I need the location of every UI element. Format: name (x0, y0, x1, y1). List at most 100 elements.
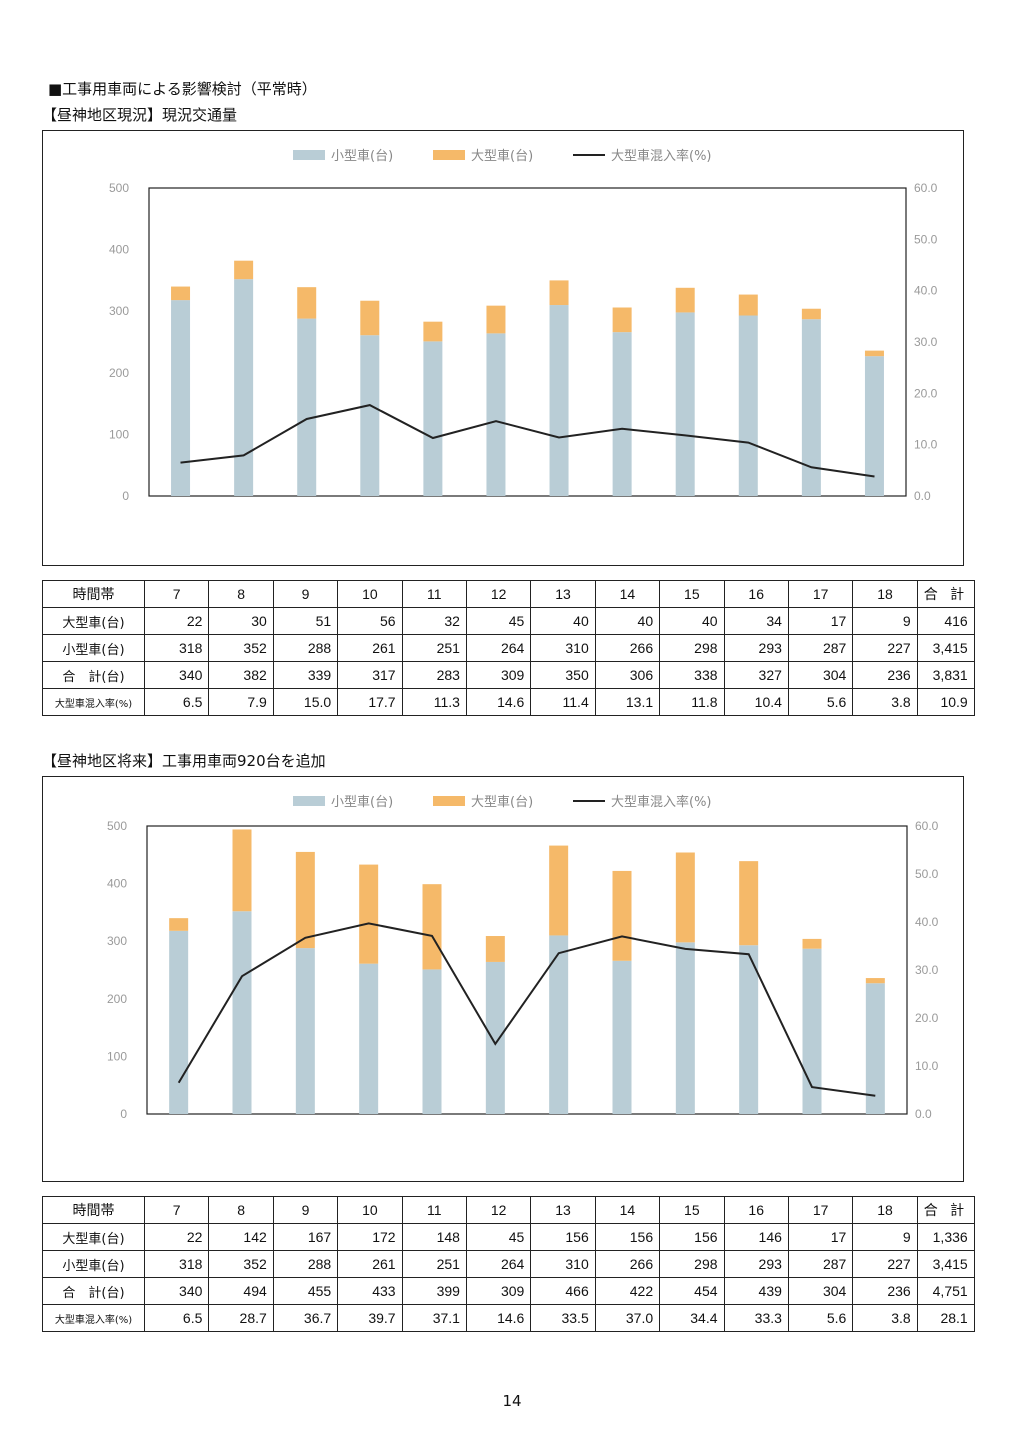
table-cell: 148 (401, 1223, 467, 1251)
table-cell: 11.3 (401, 688, 467, 716)
header-cell: 9 (272, 580, 339, 608)
header-cell: 13 (530, 1196, 596, 1224)
table-cell: 306 (594, 661, 661, 689)
y-tick-label: 400 (109, 243, 129, 257)
table-cell: 293 (723, 1250, 789, 1278)
y2-tick-label: 20.0 (914, 386, 938, 400)
section1-heading: 【昼神地区現況】現況交通量 (42, 106, 238, 124)
table-cell: 142 (208, 1223, 274, 1251)
table-cell: 309 (465, 661, 532, 689)
table-cell: 288 (272, 634, 339, 662)
table-cell: 422 (594, 1277, 661, 1305)
table-cell: 455 (272, 1277, 339, 1305)
row-label: 大型車(台) (42, 1223, 145, 1251)
header-cell: 合 計 (916, 580, 975, 608)
header-cell: 18 (852, 1196, 918, 1224)
table-cell: 37.1 (401, 1304, 467, 1332)
bar-large (360, 300, 380, 336)
table-cell: 382 (208, 661, 274, 689)
table-cell: 340 (143, 661, 210, 689)
bar-large (675, 852, 695, 943)
header-cell: 10 (337, 1196, 403, 1224)
bar-small (360, 335, 380, 496)
table-cell: 433 (337, 1277, 403, 1305)
bar-large (486, 305, 506, 334)
table-cell: 9 (852, 607, 918, 635)
y2-tick-label: 40.0 (915, 915, 939, 929)
bar-large (864, 350, 884, 357)
y2-tick-label: 60.0 (914, 181, 938, 195)
chart-current: 小型車(台) 大型車(台) 大型車混入率(%) 0 100 200 300 400 500 0.0… (42, 130, 964, 566)
bar-large (549, 280, 569, 306)
bar-small (675, 312, 695, 496)
row-label: 小型車(台) (42, 634, 145, 662)
table-row: 大型車(台) 22 30 51 56 32 45 40 40 40 34 17 9 416 (42, 607, 975, 635)
y2-tick-label: 10.0 (914, 438, 938, 452)
table-cell: 45 (465, 607, 532, 635)
table-cell: 310 (530, 634, 596, 662)
table-cell: 45 (465, 1223, 532, 1251)
legend-swatch-small (293, 150, 325, 160)
header-cell: 15 (659, 580, 725, 608)
table-cell: 5.6 (787, 688, 854, 716)
y2-tick-label: 50.0 (914, 232, 938, 246)
table-cell: 318 (143, 1250, 210, 1278)
legend-label-line: 大型車混入率(%) (611, 148, 712, 164)
table-cell: 287 (787, 1250, 854, 1278)
y-tick-label: 300 (107, 934, 127, 948)
plot-area (148, 187, 907, 497)
table-cell: 261 (337, 1250, 403, 1278)
table-cell: 156 (659, 1223, 725, 1251)
table-cell: 3,831 (916, 661, 975, 689)
table-cell: 352 (208, 634, 274, 662)
table-cell: 6.5 (143, 688, 210, 716)
bar-small (232, 911, 252, 1114)
legend-label-small: 小型車(台) (331, 795, 393, 810)
header-cell: 17 (787, 580, 854, 608)
table-cell: 156 (530, 1223, 596, 1251)
table-cell: 227 (852, 634, 918, 662)
bar-large (422, 884, 442, 970)
header-cell: 7 (143, 1196, 210, 1224)
header-cell: 9 (272, 1196, 339, 1224)
y2-tick-label: 40.0 (914, 284, 938, 298)
table-cell: 3,415 (916, 634, 975, 662)
table-cell: 309 (465, 1277, 532, 1305)
table-cell: 22 (143, 1223, 210, 1251)
table-cell: 10.9 (916, 688, 975, 716)
table-cell: 350 (530, 661, 596, 689)
bar-small (738, 315, 758, 496)
table-cell: 156 (594, 1223, 661, 1251)
bar-large (234, 260, 254, 280)
legend-label-line: 大型車混入率(%) (611, 794, 712, 810)
y-tick-label: 400 (107, 877, 127, 891)
table-cell: 338 (659, 661, 725, 689)
table-cell: 40 (530, 607, 596, 635)
bar-small (359, 963, 379, 1114)
legend-swatch-large (433, 796, 465, 806)
table-row: 小型車(台) 318 352 288 261 251 264 310 266 298 293 287 2… (42, 634, 975, 662)
y2-tick-label: 0.0 (914, 489, 931, 503)
table-cell: 34.4 (659, 1304, 725, 1332)
legend-label-small: 小型車(台) (331, 149, 393, 164)
bar-small (295, 948, 315, 1114)
header-cell: 16 (723, 580, 789, 608)
table-cell: 9 (852, 1223, 918, 1251)
table-cell: 340 (143, 1277, 210, 1305)
row-label: 小型車(台) (42, 1250, 145, 1278)
bar-small (549, 305, 569, 496)
y-tick-label: 500 (107, 819, 127, 833)
rate-line (177, 922, 876, 1097)
table-cell: 251 (401, 1250, 467, 1278)
table-cell: 22 (143, 607, 210, 635)
chart-current-svg: 小型車(台) 大型車(台) 大型車混入率(%) 0 100 200 300 400 500 0.0… (109, 148, 938, 503)
bar-large (171, 286, 191, 301)
table-cell: 28.1 (916, 1304, 975, 1332)
table-cell: 298 (659, 1250, 725, 1278)
y-tick-label: 100 (109, 427, 129, 441)
table-cell: 318 (143, 634, 210, 662)
header-cell: 12 (465, 580, 532, 608)
table-cell: 264 (465, 634, 532, 662)
header-cell: 7 (143, 580, 210, 608)
bar-large (423, 321, 443, 342)
